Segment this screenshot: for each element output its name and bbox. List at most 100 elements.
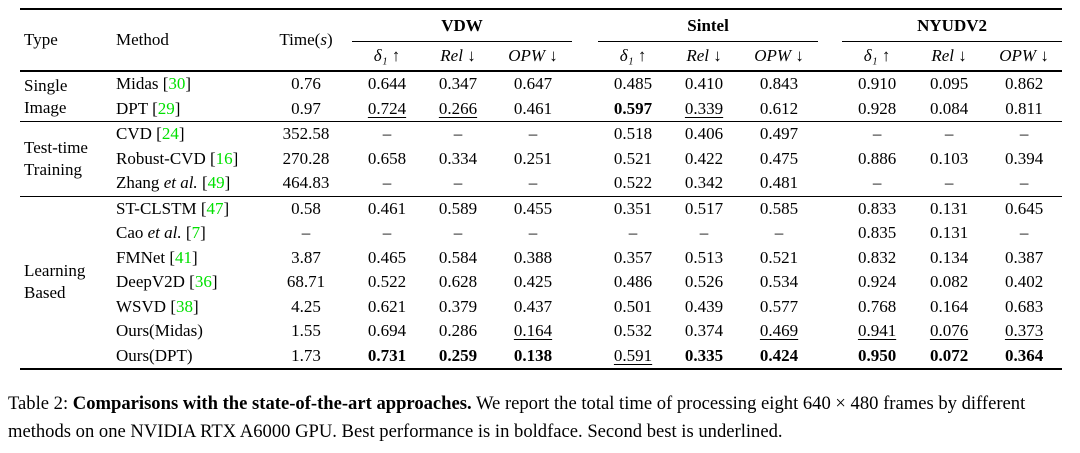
metric-cell: 0.924: [857, 272, 897, 291]
type-cell: Test-time Training: [20, 121, 110, 196]
group-header-vdw: VDW: [352, 9, 573, 42]
metric-cell: –: [528, 173, 538, 192]
time-cell: 0.97: [291, 98, 321, 118]
time-label-s: s: [320, 30, 327, 49]
time-cell: 1.55: [291, 321, 321, 340]
method-cell: DeepV2D [36]: [116, 272, 218, 291]
column-spacer: [572, 221, 598, 246]
method-cell: ST-CLSTM [47]: [110, 195, 270, 221]
citation-number: 7: [191, 223, 201, 242]
metric-cell: 0.131: [929, 223, 969, 242]
time-cell: 1.73: [291, 345, 321, 365]
metric-cell: 0.486: [613, 272, 653, 291]
metric-cell: 0.342: [684, 173, 724, 192]
metric-cell: 0.334: [438, 148, 478, 168]
citation-number: 29: [157, 98, 175, 118]
metric-cell: 0.811: [1005, 98, 1043, 118]
metric-cell: –: [528, 223, 538, 242]
time-cell: 0.76: [291, 74, 321, 93]
metric-cell: 0.910: [857, 74, 897, 93]
table-row: Ours(Midas) 1.55 0.694 0.286 0.164 0.532 0.374…: [20, 319, 1062, 344]
time-cell: 4.25: [291, 296, 321, 316]
method-cell: Cao et al. [7]: [116, 223, 206, 242]
type-cell: Learning Based: [20, 195, 110, 369]
metric-cell: 0.251: [513, 148, 553, 168]
method-cell: Midas [30]: [116, 74, 192, 93]
subheader-rel-nyudv2: Rel ↓: [912, 41, 987, 72]
column-spacer: [818, 147, 842, 172]
metric-cell: 0.628: [438, 272, 478, 291]
subheader-delta1-nyudv2: δ₁ ↑: [842, 41, 913, 72]
metric-cell: 0.534: [759, 272, 799, 291]
metric-cell: 0.259: [438, 345, 478, 365]
column-spacer: [572, 195, 599, 221]
method-cell: DPT [29]: [116, 98, 181, 118]
column-spacer: [818, 221, 842, 246]
col-header-type: Type: [20, 9, 110, 72]
metric-cell: 0.481: [759, 173, 799, 192]
metric-cell: 0.103: [929, 148, 969, 168]
metric-cell: 0.522: [367, 272, 407, 291]
metric-cell: 0.475: [759, 148, 799, 168]
table-caption: Table 2: Comparisons with the state-of-t…: [8, 390, 1074, 446]
metric-cell: 0.644: [367, 74, 407, 93]
metric-cell: 0.683: [1004, 296, 1044, 316]
header-row-metrics: δ₁ ↑ Rel ↓ OPW ↓ δ₁ ↑ Rel ↓ OPW ↓ δ₁ ↑ R…: [20, 41, 1063, 72]
time-cell: 464.83: [282, 173, 330, 192]
metric-cell: 0.455: [494, 195, 573, 221]
column-spacer: [572, 295, 598, 320]
metric-cell: 0.439: [684, 296, 724, 316]
citation-number: 38: [175, 296, 193, 316]
column-spacer: [342, 121, 352, 147]
column-spacer: [342, 221, 352, 246]
metric-cell: 0.424: [759, 345, 799, 365]
metric-cell: 0.134: [929, 247, 969, 267]
metric-cell: 0.597: [613, 98, 653, 118]
metric-cell: 0.658: [367, 148, 407, 168]
citation-number: 49: [207, 173, 225, 192]
header-spacer: [572, 9, 599, 72]
method-cell: CVD [24]: [110, 121, 270, 147]
etal-label: et al.: [159, 173, 198, 192]
subheader-opw-vdw: OPW ↓: [494, 41, 573, 72]
metric-cell: 0.694: [367, 321, 407, 340]
metric-cell: 0.138: [513, 345, 553, 365]
header-row-groups: Type Method Time(s) VDW Sintel NYUDV2: [20, 9, 1063, 72]
column-spacer: [572, 319, 598, 344]
column-spacer: [342, 195, 352, 221]
metric-cell: 0.832: [857, 247, 897, 267]
table-row: Ours(DPT) 1.73 0.731 0.259 0.138 0.591 0.335 0.…: [20, 344, 1062, 370]
metric-cell: –: [944, 173, 954, 192]
column-spacer: [342, 71, 352, 97]
column-spacer: [342, 270, 352, 295]
metric-cell: –: [1019, 223, 1029, 242]
metric-cell: 0.731: [367, 345, 407, 365]
metric-cell: 0.387: [1004, 247, 1044, 267]
metric-cell: 0.364: [1004, 345, 1044, 365]
column-spacer: [342, 147, 352, 172]
metric-cell: 0.532: [613, 321, 653, 340]
time-cell: 0.58: [270, 195, 342, 221]
column-spacer: [818, 121, 843, 147]
group-header-sintel: Sintel: [598, 9, 819, 42]
caption-bold-title: Comparisons with the state-of-the-art ap…: [72, 393, 472, 414]
metric-cell: 0.585: [740, 195, 819, 221]
table-row: DPT [29] 0.97 0.724 0.266 0.461 0.597 0.339 0.6…: [20, 97, 1062, 122]
subheader-delta1-vdw: δ₁ ↑: [352, 41, 422, 72]
metric-cell: –: [382, 173, 392, 192]
column-spacer: [572, 147, 598, 172]
column-spacer: [572, 246, 598, 271]
metric-cell: 0.335: [684, 345, 724, 365]
metric-cell: –: [453, 223, 463, 242]
metric-cell: 0.286: [438, 321, 478, 340]
column-spacer: [572, 171, 598, 196]
metric-cell: 0.522: [613, 173, 653, 192]
table-row: Robust-CVD [16] 270.28 0.658 0.334 0.251 0.52…: [20, 147, 1062, 172]
column-spacer: [818, 295, 842, 320]
metric-cell: 0.084: [929, 98, 969, 118]
table-row: WSVD [38] 4.25 0.621 0.379 0.437 0.501 0.439 0.…: [20, 295, 1062, 320]
column-spacer: [818, 171, 842, 196]
metric-cell: 0.465: [367, 247, 407, 267]
metric-cell: 0.501: [613, 296, 653, 316]
